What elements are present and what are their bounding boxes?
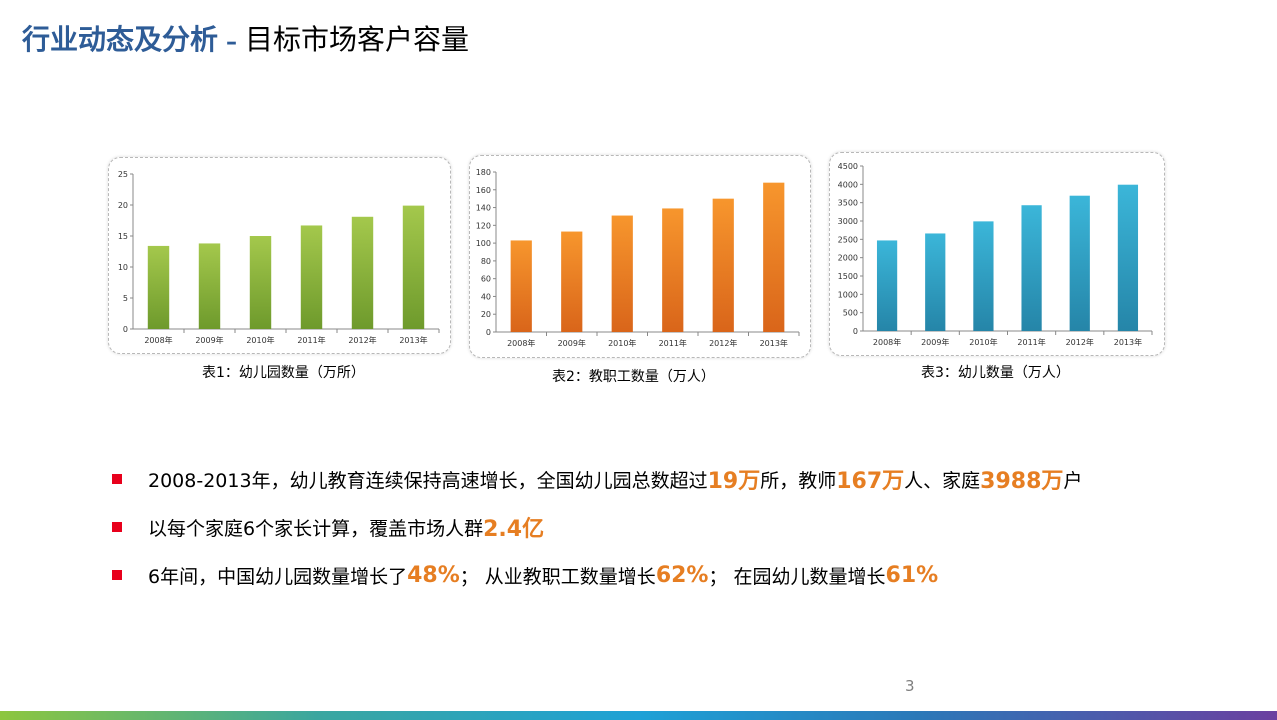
bar <box>1117 184 1139 331</box>
y-tick-label: 160 <box>476 186 491 195</box>
bar <box>662 208 684 332</box>
title-sub: 目标市场客户容量 <box>245 23 470 56</box>
bullet-marker-icon <box>112 522 122 532</box>
chart-caption-2: 表2：教职工数量（万人） <box>552 369 715 385</box>
chart-caption-1: 表1：幼儿园数量（万所） <box>202 365 365 381</box>
chart-kindergarten-count: 0 5 10 15 20 25 2008年 2009年 2010年 2011年 2012年 2013年 <box>108 157 451 354</box>
bar <box>973 221 994 331</box>
x-tick-label: 2011年 <box>1017 337 1045 347</box>
x-tick-label: 2013年 <box>1114 337 1142 347</box>
highlight-figure: 167万 <box>836 469 905 494</box>
bar <box>925 233 946 331</box>
bar <box>1021 205 1042 331</box>
bar <box>763 182 785 332</box>
y-tick-label: 20 <box>118 201 128 210</box>
bullet-item: 6年间，中国幼儿园数量增长了 48%； 从业教职工数量增长 62%； 在园幼儿数… <box>112 551 1082 599</box>
title-main: 行业动态及分析 <box>22 23 219 56</box>
bullet-marker-icon <box>112 474 122 484</box>
highlight-figure: 48% <box>407 562 460 588</box>
bullet-text: ； 从业教职工数量增长 <box>459 565 656 588</box>
x-tick-label: 2009年 <box>195 335 223 345</box>
y-tick-label: 1500 <box>838 272 858 281</box>
x-tick-label: 2008年 <box>507 338 535 348</box>
chart-staff-count: 0 20 40 60 80 100 120 140 160 180 2008年 2009年 2010年 2… <box>469 155 811 358</box>
y-tick-label: 80 <box>481 257 491 266</box>
y-tick-label: 5 <box>123 294 128 303</box>
footer-gradient-bar <box>0 711 1277 720</box>
highlight-figure: 62% <box>655 562 709 588</box>
chart-svg: 0 5 10 15 20 25 2008年 2009年 2010年 2011年 2012年 2013年 <box>118 170 440 345</box>
bar <box>561 231 583 332</box>
y-tick-label: 3000 <box>838 217 858 226</box>
x-tick-label: 2009年 <box>921 337 949 347</box>
bar <box>300 225 323 329</box>
x-tick-label: 2012年 <box>348 335 376 345</box>
x-tick-label: 2012年 <box>709 338 737 348</box>
bar <box>249 236 272 329</box>
y-tick-label: 4000 <box>838 180 858 189</box>
title-separator: – <box>226 30 238 55</box>
x-tick-label: 2013年 <box>760 338 788 348</box>
highlight-figure: 2.4亿 <box>483 517 545 542</box>
page-number: 3 <box>905 677 915 695</box>
y-tick-label: 140 <box>476 204 491 213</box>
bar <box>611 215 633 332</box>
y-tick-label: 0 <box>123 325 128 334</box>
y-tick-label: 15 <box>118 232 128 241</box>
y-tick-label: 60 <box>481 275 491 284</box>
bullet-text: 户 <box>1063 469 1083 492</box>
x-tick-label: 2010年 <box>246 335 274 345</box>
bar <box>351 216 374 329</box>
y-tick-label: 20 <box>481 310 491 319</box>
y-tick-label: 500 <box>843 309 858 318</box>
y-tick-label: 120 <box>476 221 491 230</box>
y-tick-label: 2500 <box>838 235 858 244</box>
bullet-text: 人、家庭 <box>904 469 981 492</box>
highlight-figure: 19万 <box>707 469 761 494</box>
bar <box>1069 195 1090 331</box>
chart-caption-3: 表3：幼儿数量（万人） <box>921 365 1070 381</box>
y-tick-label: 100 <box>476 239 491 248</box>
bullet-marker-icon <box>112 570 122 580</box>
x-tick-label: 2009年 <box>558 338 586 348</box>
bar <box>402 205 425 329</box>
page-title: 行业动态及分析 – 目标市场客户容量 <box>22 18 469 62</box>
x-tick-label: 2010年 <box>969 337 997 347</box>
y-tick-label: 40 <box>481 292 491 301</box>
bar <box>876 240 898 331</box>
chart-svg: 0 500 1000 1500 2000 2500 3000 3500 4000 4500 2008… <box>838 162 1153 347</box>
y-tick-label: 10 <box>118 263 128 272</box>
bullet-text: 2008-2013年，幼儿教育连续保持高速增长，全国幼儿园总数超过 <box>148 469 708 492</box>
bullet-text: 6年间，中国幼儿园数量增长了 <box>148 565 408 588</box>
bullet-text: 所，教师 <box>760 469 837 492</box>
x-tick-label: 2011年 <box>297 335 325 345</box>
chart-svg: 0 20 40 60 80 100 120 140 160 180 2008年 2009年 2010年 2… <box>476 168 800 348</box>
y-tick-label: 3500 <box>838 199 858 208</box>
y-tick-label: 2000 <box>838 254 858 263</box>
x-tick-label: 2012年 <box>1066 337 1094 347</box>
x-tick-label: 2010年 <box>608 338 636 348</box>
highlight-figure: 3988万 <box>980 469 1064 494</box>
y-tick-label: 0 <box>486 328 491 337</box>
bar <box>712 198 734 332</box>
y-tick-label: 180 <box>476 168 491 177</box>
bullet-text: 以每个家庭6个家长计算，覆盖市场人群 <box>148 517 484 540</box>
highlight-figure: 61% <box>885 562 939 588</box>
x-tick-label: 2008年 <box>144 335 172 345</box>
y-tick-label: 1000 <box>838 290 858 299</box>
x-tick-label: 2008年 <box>873 337 901 347</box>
y-tick-label: 4500 <box>838 162 858 171</box>
bullet-item: 2008-2013年，幼儿教育连续保持高速增长，全国幼儿园总数超过 19万 所，教师… <box>112 455 1082 503</box>
bar <box>198 243 221 329</box>
bar <box>147 245 170 329</box>
x-tick-label: 2011年 <box>659 338 687 348</box>
chart-children-count: 0 500 1000 1500 2000 2500 3000 3500 4000 4500 2008… <box>829 152 1165 356</box>
bar <box>510 240 532 332</box>
bullet-item: 以每个家庭6个家长计算，覆盖市场人群 2.4亿 <box>112 503 1082 551</box>
bullet-text: ； 在园幼儿数量增长 <box>708 565 886 588</box>
y-tick-label: 25 <box>118 170 128 179</box>
x-tick-label: 2013年 <box>399 335 427 345</box>
y-tick-label: 0 <box>853 327 858 336</box>
bullet-list: 2008-2013年，幼儿教育连续保持高速增长，全国幼儿园总数超过 19万 所，教师… <box>112 455 1082 599</box>
